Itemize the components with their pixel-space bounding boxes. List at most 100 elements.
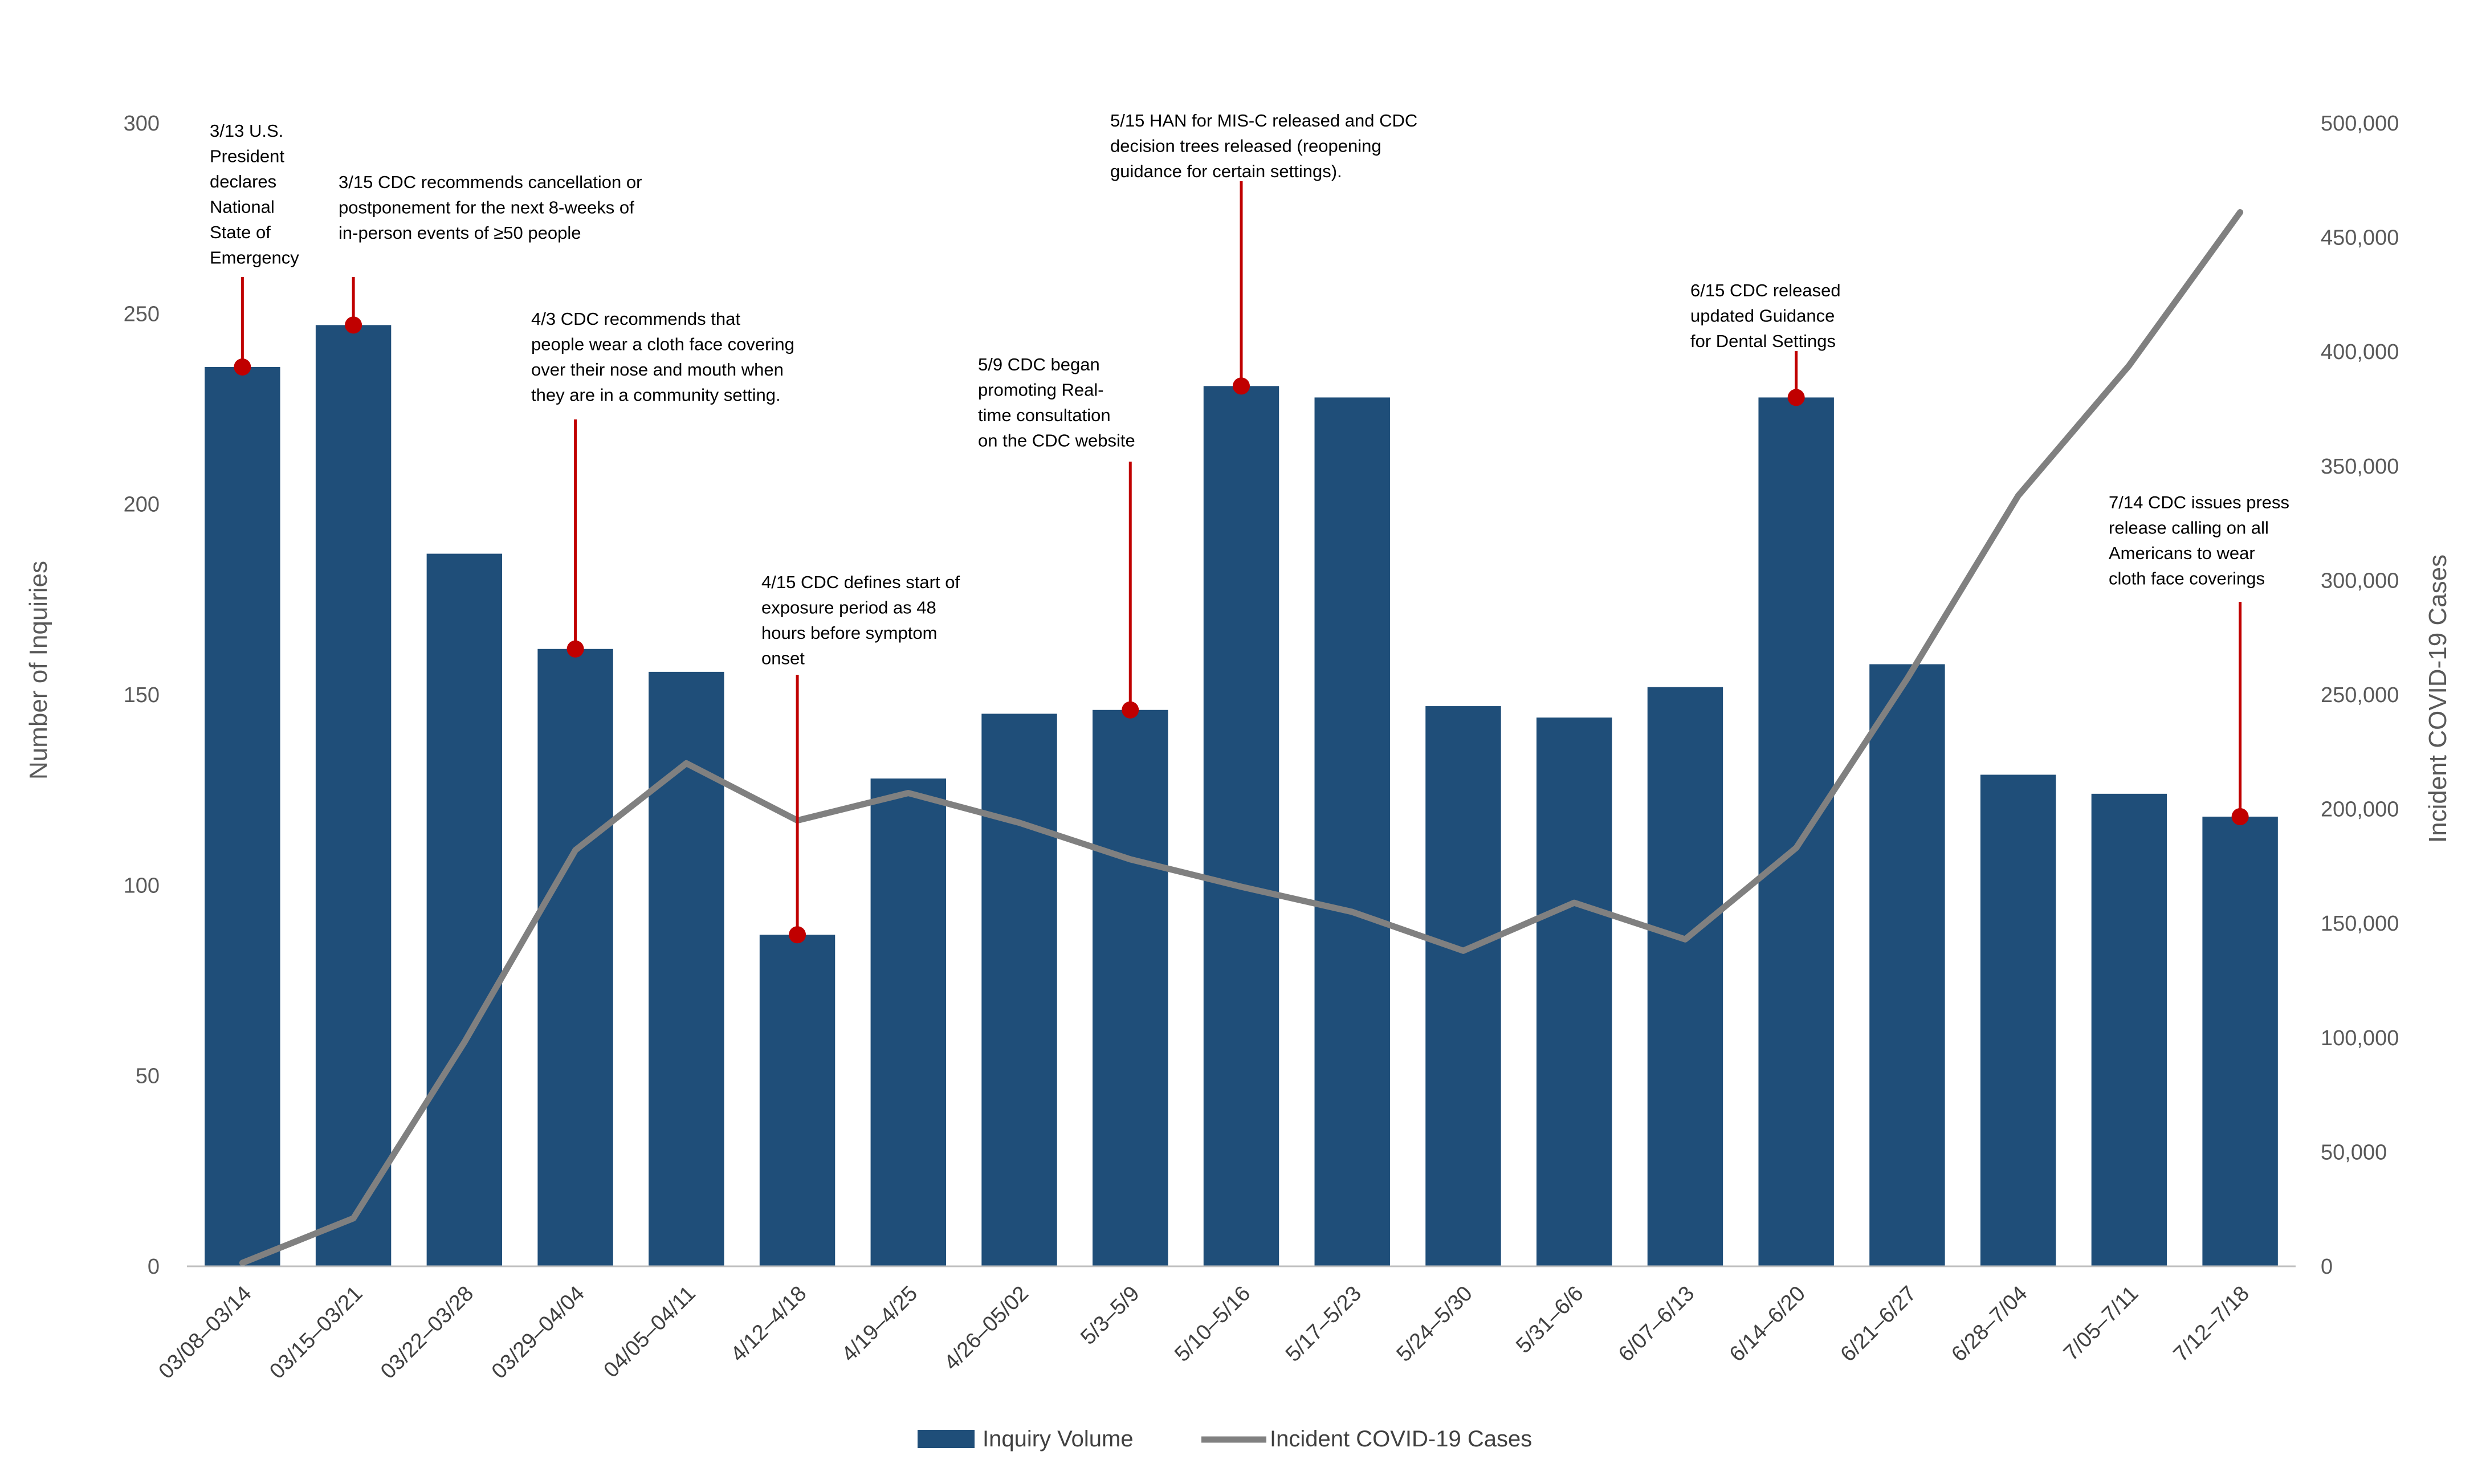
annotation-line: 5/9 CDC began [978,354,1100,374]
x-tick-label: 6/21–6/27 [1836,1282,1921,1367]
covid-cases-point-1 [352,1217,354,1220]
bar-4 [649,671,724,1266]
x-tick-label: 03/22–03/28 [376,1282,478,1384]
annotation-marker [2231,808,2249,825]
annotation-text: 5/15 HAN for MIS-C released and CDC decis… [1110,111,1417,181]
annotation-line: time consultation [978,405,1111,425]
annotation-line: 4/15 CDC defines start of [761,572,960,592]
covid-cases-point-18 [2239,211,2241,213]
annotation-3: 4/15 CDC defines start of exposure period… [761,572,960,944]
bar-17 [2091,793,2167,1266]
annotation-line: exposure period as 48 [761,598,936,618]
x-tick-label: 04/05–04/11 [600,1282,700,1383]
annotation-line: decision trees released (reopening [1110,136,1381,156]
annotation-line: 5/15 HAN for MIS-C released and CDC [1110,111,1417,131]
annotation-line: 7/14 CDC issues press [2109,492,2289,512]
annotation-marker [234,358,251,376]
covid-cases-point-10 [1351,911,1354,913]
bar-18 [2202,816,2278,1266]
bar-16 [1980,774,2056,1266]
annotation-line: release calling on all [2109,518,2269,538]
left-y-tick-label: 150 [124,683,160,707]
x-tick-label: 4/19–4/25 [837,1282,922,1367]
right-y-tick-label: 500,000 [2321,112,2399,136]
bar-7 [981,714,1057,1266]
x-tick-label: 5/17–5/23 [1281,1282,1366,1367]
covid-cases-point-4 [685,762,687,764]
right-y-tick-label: 200,000 [2321,798,2399,822]
annotation-line: declares [210,172,276,191]
x-tick-label: 5/3–5/9 [1076,1282,1144,1350]
left-axis-title: Number of Inquiries [25,561,52,780]
covid-cases-line [239,209,2244,1266]
right-y-axis: 0 50,000 100,000 150,000 200,000 250,000 300,0… [2321,112,2399,1279]
annotation-line: people wear a cloth face covering [531,335,794,354]
x-tick-label: 03/29–04/04 [487,1282,589,1384]
covid-cases-point-9 [1240,886,1242,888]
covid-cases-point-16 [2017,495,2019,497]
annotation-text: 3/13 U.S. President declares National State … [210,121,299,268]
bar-0 [205,366,280,1266]
annotation-0: 3/13 U.S. President declares National State … [210,121,299,376]
annotation-1: 3/15 CDC recommends cancellation or postp… [339,172,642,334]
bar-10 [1314,397,1390,1267]
x-tick-label: 4/26–05/02 [940,1282,1033,1375]
annotation-line: updated Guidance [1690,306,1835,326]
annotation-4: 5/9 CDC began promoting Real-time consult… [978,354,1139,719]
x-tick-label: 5/31–6/6 [1511,1282,1588,1358]
annotation-line: in-person events of ≥50 people [339,223,581,243]
bar-12 [1536,717,1612,1266]
annotation-line: 6/15 CDC released [1690,280,1841,300]
covid-cases-point-15 [1906,678,1908,680]
right-y-tick-label: 350,000 [2321,455,2399,479]
covid-cases-polyline [239,209,2244,1266]
annotation-line: cloth face coverings [2109,569,2265,589]
bar-6 [870,778,946,1266]
annotation-marker [789,926,806,944]
annotation-6: 6/15 CDC released updated Guidance for Den… [1690,280,1841,406]
annotation-line: postponement for the next 8-weeks of [339,198,634,218]
covid-cases-point-2 [463,1041,466,1043]
annotation-line: on the CDC website [978,431,1135,451]
annotation-line: they are in a community setting. [531,385,781,405]
right-y-tick-label: 450,000 [2321,226,2399,250]
covid-cases-point-0 [241,1262,243,1264]
x-tick-label: 6/07–6/13 [1614,1282,1699,1367]
annotation-line: onset [761,649,805,668]
bar-5 [759,935,835,1266]
left-y-tick-label: 50 [136,1065,160,1088]
x-tick-label: 7/12–7/18 [2169,1282,2254,1367]
annotation-text: 3/15 CDC recommends cancellation or postp… [339,172,642,243]
covid-cases-point-6 [907,792,910,794]
x-axis: 03/08–03/14 03/15–03/21 03/22–03/28 03/29–0… [154,1265,2296,1384]
x-tick-label: 4/12–4/18 [726,1282,811,1367]
covid-cases-point-3 [574,849,577,851]
annotation-line: promoting Real- [978,380,1104,400]
bar-8 [1093,710,1168,1266]
x-tick-label: 03/15–03/21 [265,1282,367,1384]
annotation-marker [345,316,362,334]
bar-1 [315,325,392,1266]
covid-cases-point-11 [1462,949,1464,952]
left-y-axis: 0 50 100 150 200 250 300 [124,112,160,1279]
annotation-text: 4/3 CDC recommends that people wear a clo… [531,309,794,405]
annotation-7: 7/14 CDC issues press release calling on … [2109,492,2289,825]
bar-13 [1647,687,1723,1266]
left-y-tick-label: 250 [124,302,160,326]
annotation-line: 3/15 CDC recommends cancellation or [339,172,642,192]
right-y-tick-label: 100,000 [2321,1026,2399,1050]
covid-cases-point-17 [2128,364,2130,366]
x-tick-label: 6/28–7/04 [1947,1282,2032,1367]
annotation-marker [1233,377,1250,395]
annotation-marker [1787,389,1805,406]
annotation-line: President [210,146,284,166]
annotation-2: 4/3 CDC recommends that people wear a clo… [531,309,794,658]
annotation-line: over their nose and mouth when [531,360,784,380]
right-y-tick-label: 300,000 [2321,569,2399,593]
right-y-tick-label: 400,000 [2321,340,2399,364]
annotation-text: 4/15 CDC defines start of exposure period… [761,572,960,668]
annotation-line: for Dental Settings [1690,331,1836,351]
covid-cases-point-8 [1129,858,1131,861]
right-y-tick-label: 0 [2321,1255,2333,1279]
event-annotations: 3/13 U.S. President declares National State … [210,111,2289,944]
